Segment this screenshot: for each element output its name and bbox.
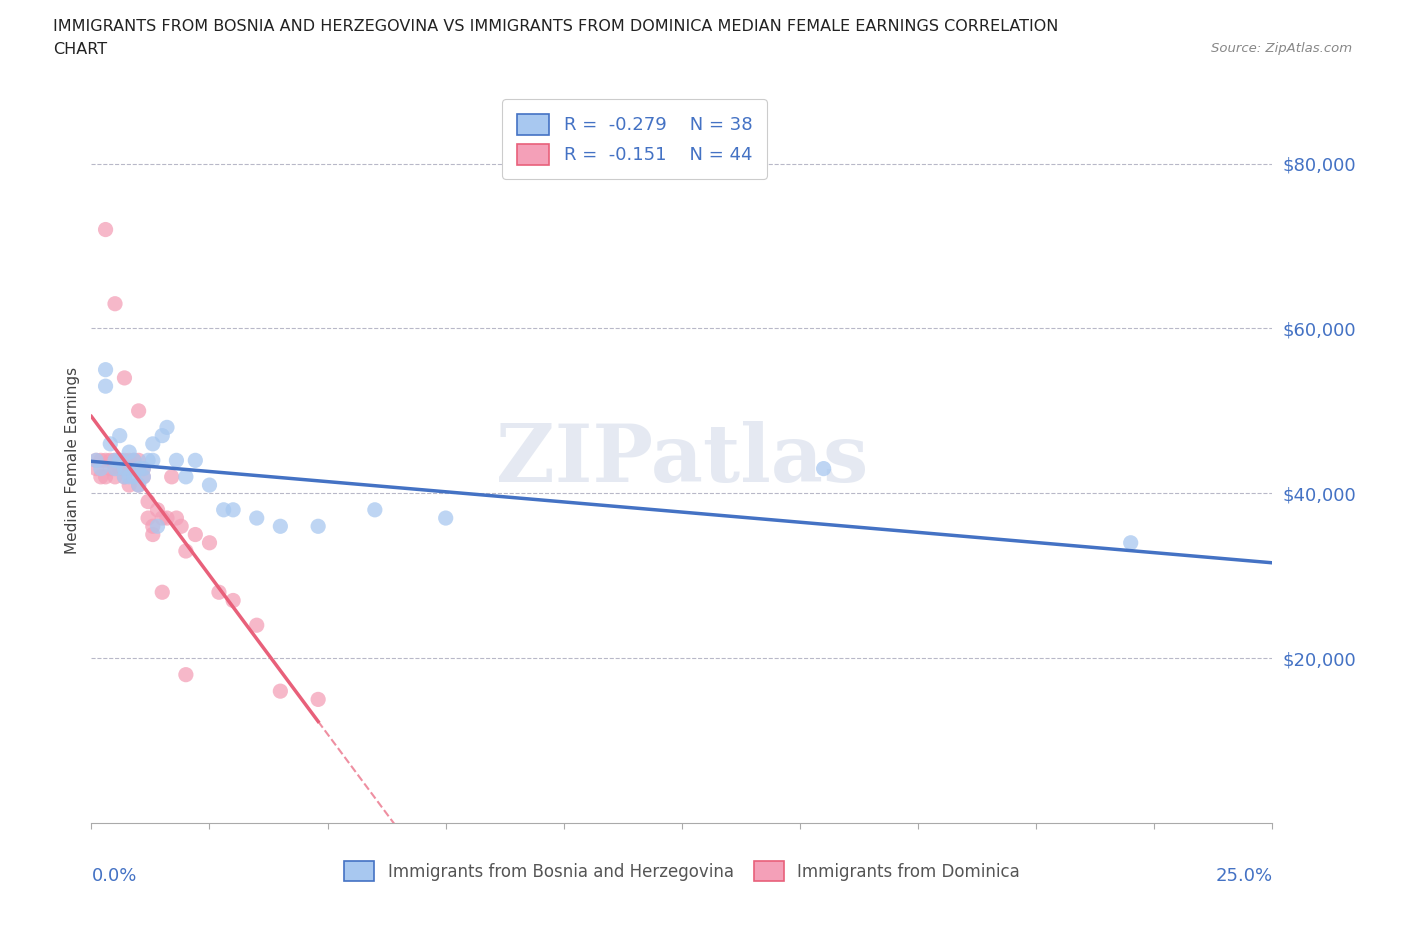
Point (184, 527, 207, 542)
Point (146, 519, 169, 534)
Point (108, 453, 131, 468)
Point (132, 470, 155, 485)
Point (165, 511, 187, 525)
Point (94, 363, 117, 378)
Point (165, 453, 187, 468)
Point (94, 222, 117, 237)
Point (104, 453, 127, 468)
Point (128, 404, 150, 418)
Point (269, 684, 291, 698)
Point (208, 585, 231, 600)
Point (198, 536, 221, 551)
Point (142, 453, 165, 468)
Y-axis label: Median Female Earnings: Median Female Earnings (65, 366, 80, 554)
Point (90, 461, 112, 476)
Point (122, 470, 145, 485)
Text: ZIPatlas: ZIPatlas (496, 421, 868, 499)
Point (118, 461, 141, 476)
Point (84, 453, 107, 468)
Point (150, 428, 173, 443)
Point (104, 470, 127, 485)
Point (114, 370, 136, 385)
Point (118, 445, 141, 459)
Point (114, 470, 136, 485)
Point (114, 470, 136, 485)
Point (246, 618, 269, 632)
Point (132, 461, 155, 476)
Point (156, 511, 179, 525)
Point (98, 461, 121, 476)
Point (114, 453, 136, 468)
Text: IMMIGRANTS FROM BOSNIA AND HERZEGOVINA VS IMMIGRANTS FROM DOMINICA MEDIAN FEMALE: IMMIGRANTS FROM BOSNIA AND HERZEGOVINA V… (53, 19, 1059, 33)
Point (222, 593, 245, 608)
Point (108, 453, 131, 468)
Legend: Immigrants from Bosnia and Herzegovina, Immigrants from Dominica: Immigrants from Bosnia and Herzegovina, … (337, 855, 1026, 887)
Text: 25.0%: 25.0% (1215, 867, 1272, 884)
Point (104, 461, 127, 476)
Point (90, 453, 112, 468)
Point (108, 461, 131, 476)
Point (307, 519, 329, 534)
Point (1119, 536, 1142, 551)
Point (94, 470, 117, 485)
Point (156, 420, 179, 435)
Point (132, 470, 155, 485)
Point (142, 519, 165, 534)
Point (104, 453, 127, 468)
Point (136, 494, 159, 509)
Point (212, 502, 235, 517)
Point (269, 519, 291, 534)
Point (114, 461, 136, 476)
Point (118, 470, 141, 485)
Point (128, 453, 150, 468)
Text: 0.0%: 0.0% (91, 867, 136, 884)
Text: CHART: CHART (53, 42, 107, 57)
Point (174, 667, 197, 682)
Point (98, 436, 121, 451)
Point (246, 511, 269, 525)
Point (136, 453, 159, 468)
Point (122, 461, 145, 476)
Point (84, 453, 107, 468)
Point (104, 461, 127, 476)
Point (128, 461, 150, 476)
Point (142, 527, 165, 542)
Point (146, 502, 169, 517)
Point (142, 436, 165, 451)
Point (90, 470, 112, 485)
Point (813, 461, 835, 476)
Point (104, 297, 127, 312)
Point (174, 544, 197, 559)
Point (364, 502, 387, 517)
Text: Source: ZipAtlas.com: Source: ZipAtlas.com (1212, 42, 1353, 55)
Point (108, 428, 131, 443)
Point (174, 470, 197, 485)
Point (94, 379, 117, 393)
Point (132, 461, 155, 476)
Point (122, 453, 145, 468)
Point (136, 511, 159, 525)
Point (98, 453, 121, 468)
Point (114, 461, 136, 476)
Point (128, 461, 150, 476)
Point (434, 511, 457, 525)
Point (94, 453, 117, 468)
Point (160, 470, 183, 485)
Point (118, 453, 141, 468)
Point (118, 478, 141, 493)
Point (307, 692, 329, 707)
Point (150, 585, 173, 600)
Point (184, 453, 207, 468)
Point (150, 511, 173, 525)
Point (198, 478, 221, 493)
Point (84, 461, 107, 476)
Point (170, 519, 193, 534)
Point (128, 478, 150, 493)
Point (128, 478, 150, 493)
Point (122, 453, 145, 468)
Point (222, 502, 245, 517)
